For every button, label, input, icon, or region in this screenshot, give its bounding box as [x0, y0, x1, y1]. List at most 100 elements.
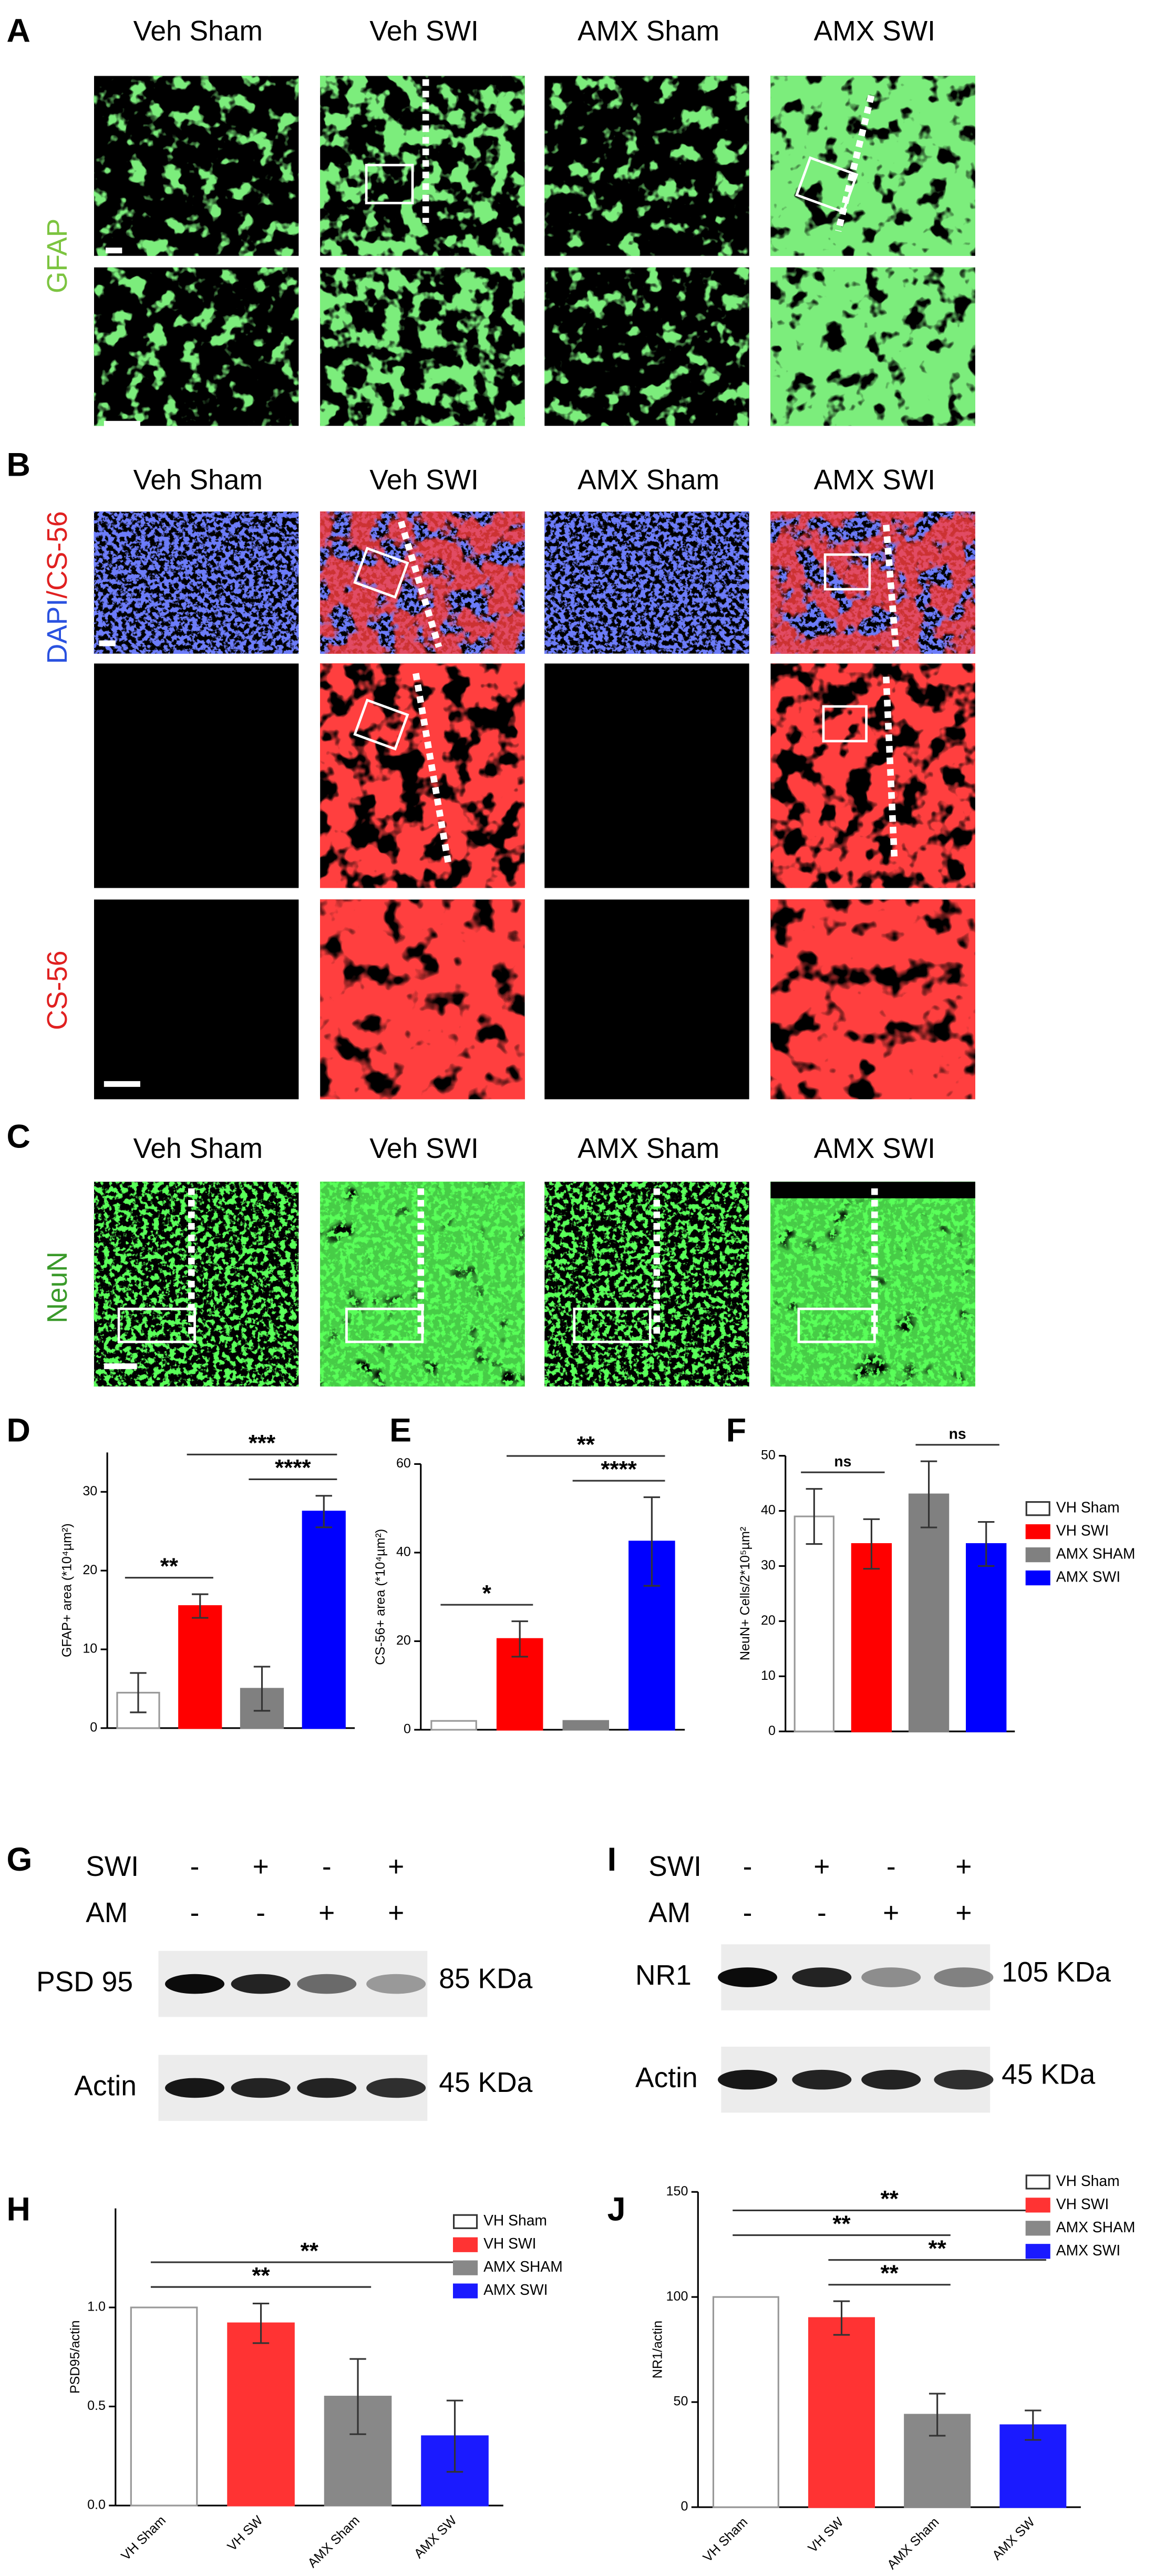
- blot-band: [165, 1974, 225, 1994]
- dashed-line: [398, 520, 442, 648]
- band-size: 45 KDa: [439, 2067, 532, 2098]
- y-tick-label: 1.0: [87, 2300, 106, 2314]
- column-header: Veh SWI: [369, 16, 479, 47]
- panel-label: F: [726, 1412, 746, 1449]
- legend-label: AMX SWI: [483, 2281, 548, 2298]
- error-bar: [920, 1460, 937, 1528]
- significance-label: **: [880, 2261, 899, 2286]
- micrograph-signal: [94, 511, 299, 654]
- sign: +: [388, 1851, 404, 1882]
- bar: [712, 2296, 779, 2508]
- inset-box: [345, 1307, 424, 1343]
- x-tick-label: VH SW: [805, 2515, 846, 2556]
- sign: -: [886, 1851, 896, 1882]
- blot-band: [231, 2078, 291, 2098]
- inset-box: [365, 163, 414, 204]
- y-tick-label: 50: [761, 1448, 776, 1462]
- micrograph: [544, 899, 749, 1100]
- legend-label: VH SWI: [1056, 1522, 1109, 1539]
- inset-box: [353, 547, 409, 599]
- legend-swatch: [1025, 1570, 1050, 1586]
- significance-label: ****: [601, 1456, 637, 1482]
- blot-band: [717, 1967, 778, 1987]
- column-header: AMX SWI: [814, 465, 935, 496]
- blot-band: [366, 1974, 426, 1994]
- significance-label: **: [160, 1553, 179, 1579]
- legend-label: AMX SHAM: [1056, 1545, 1136, 1562]
- sign: -: [190, 1897, 200, 1928]
- column-header: AMX Sham: [578, 1133, 719, 1164]
- y-tick-label: 60: [396, 1456, 411, 1471]
- y-tick-label: 30: [83, 1484, 97, 1499]
- micrograph-signal: [94, 267, 299, 426]
- y-tick-label: 40: [761, 1503, 776, 1517]
- x-tick-label: VH Sham: [700, 2515, 751, 2565]
- bar: [562, 1720, 610, 1731]
- panel-label: H: [7, 2191, 30, 2228]
- significance-label: **: [832, 2211, 851, 2236]
- row-label: DAPI/CS-56: [42, 511, 73, 664]
- scale-bar: [99, 640, 116, 646]
- inset-box: [795, 156, 859, 214]
- row-label: SWI: [648, 1851, 702, 1882]
- significance-label: **: [577, 1432, 595, 1458]
- column-header: Veh Sham: [133, 1133, 263, 1164]
- bar: [130, 2306, 198, 2507]
- sign: -: [743, 1897, 752, 1928]
- sign: -: [817, 1897, 827, 1928]
- blot-band: [934, 2069, 994, 2090]
- sign: +: [318, 1897, 335, 1928]
- bar: [908, 1493, 950, 1732]
- blot-band: [297, 2078, 357, 2098]
- panel-label: J: [607, 2191, 626, 2228]
- significance-label: **: [301, 2238, 319, 2264]
- sign: -: [190, 1851, 200, 1882]
- blot-band: [366, 2078, 426, 2098]
- legend-swatch: [1025, 1501, 1050, 1516]
- micrograph-signal: [320, 899, 525, 1100]
- y-tick-label: 20: [396, 1633, 411, 1648]
- band-size: 45 KDa: [1002, 2059, 1095, 2090]
- error-bar: [806, 1488, 823, 1545]
- legend-swatch: [1025, 2221, 1050, 2236]
- blot-band: [792, 2069, 852, 2090]
- x-tick-label: VH Sham: [118, 2513, 169, 2563]
- legend-label: AMX SHAM: [1056, 2219, 1136, 2235]
- error-bar: [446, 2399, 463, 2473]
- y-tick-label: 20: [761, 1613, 776, 1628]
- y-tick-label: 0: [90, 1720, 97, 1735]
- significance-label: ***: [249, 1430, 276, 1456]
- inset-box: [823, 553, 871, 591]
- error-bar: [130, 1672, 147, 1713]
- column-header: Veh SWI: [369, 1133, 479, 1164]
- x-tick-label: AMX Sham: [305, 2513, 363, 2571]
- row-label: NeuN: [42, 1251, 73, 1323]
- column-header: AMX Sham: [578, 465, 719, 496]
- micrograph-signal: [544, 1182, 749, 1387]
- error-bar: [929, 2393, 946, 2437]
- sign: +: [955, 1851, 972, 1882]
- y-tick-label: 0: [768, 1723, 776, 1738]
- bar: [430, 1720, 477, 1731]
- blot-band: [861, 1967, 921, 1987]
- micrograph-signal: [320, 267, 525, 426]
- micrograph-signal: [544, 267, 749, 426]
- micrograph-signal: [770, 511, 975, 654]
- error-bar: [1025, 2409, 1042, 2441]
- legend-label: AMX SWI: [1056, 2242, 1120, 2259]
- micrograph-signal: [544, 511, 749, 654]
- scale-bar: [104, 1363, 137, 1369]
- y-axis-label: PSD95/actin: [68, 2320, 83, 2394]
- scale-bar: [105, 248, 122, 254]
- bar: [808, 2317, 875, 2508]
- bar: [302, 1511, 346, 1729]
- y-tick-label: 0.5: [87, 2398, 106, 2413]
- column-header: AMX SWI: [814, 1133, 935, 1164]
- panel-label: E: [389, 1412, 411, 1449]
- bar: [793, 1515, 834, 1732]
- panel-label: A: [7, 12, 30, 49]
- y-axis-label: NR1/actin: [651, 2321, 665, 2378]
- legend-swatch: [1025, 2198, 1050, 2213]
- blot-band: [792, 1967, 852, 1987]
